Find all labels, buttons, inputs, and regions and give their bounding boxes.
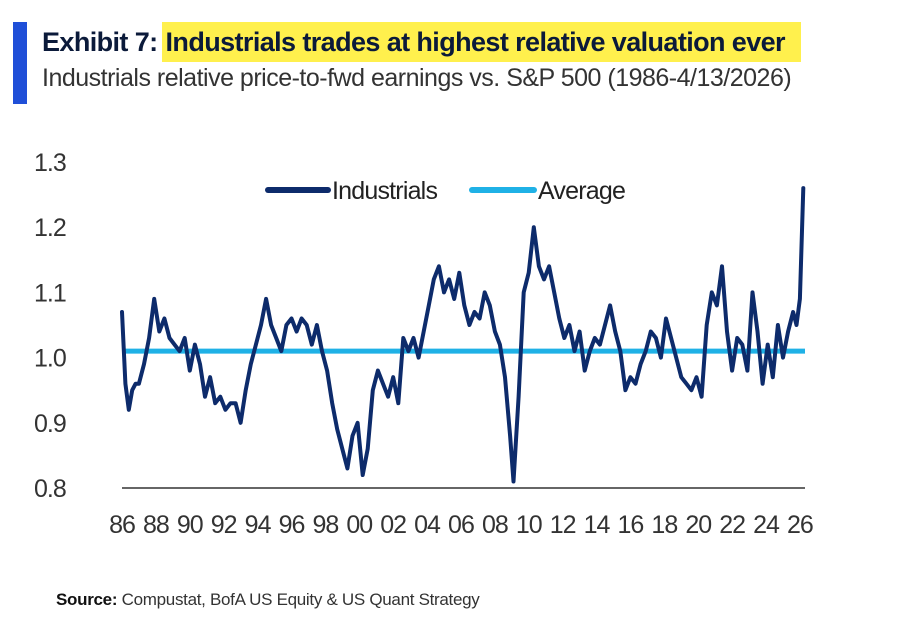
y-tick-label: 1.3 [34,149,66,177]
x-tick-label: 14 [584,511,611,539]
x-tick-label: 20 [685,511,711,539]
x-tick-label: 94 [245,511,272,539]
x-tick-label: 24 [753,511,780,539]
x-tick-label: 96 [279,511,305,539]
y-tick-label: 0.8 [34,475,66,503]
x-tick-label: 08 [482,511,508,539]
source-label: Source: [56,590,118,609]
x-tick-label: 26 [787,511,813,539]
source-note: Source: Compustat, BofA US Equity & US Q… [56,590,480,610]
source-text: Compustat, BofA US Equity & US Quant Str… [121,590,480,609]
x-tick-label: 10 [516,511,542,539]
x-tick-label: 22 [719,511,745,539]
industrials-line [120,186,806,484]
legend-label-industrials: Industrials [332,177,437,205]
x-tick-label: 16 [618,511,644,539]
x-tick-label: 18 [651,511,677,539]
exhibit-label: Exhibit 7: [42,26,158,57]
x-tick-label: 98 [312,511,338,539]
x-tick-label: 02 [380,511,406,539]
title-highlight: Industrials trades at highest relative v… [161,22,801,62]
y-tick-label: 1.1 [34,279,66,307]
y-tick-label: 0.9 [34,410,66,438]
y-tick-label: 1.0 [34,345,66,373]
x-tick-label: 86 [109,511,135,539]
x-tick-label: 92 [211,511,237,539]
exhibit-title: Exhibit 7: Industrials trades at highest… [42,22,801,62]
chart-subtitle: Industrials relative price-to-fwd earnin… [42,64,792,92]
x-tick-label: 00 [346,511,372,539]
x-tick-label: 12 [550,511,576,539]
accent-bar [13,22,27,104]
x-tick-label: 88 [143,511,169,539]
x-tick-label: 90 [177,511,203,539]
y-tick-label: 1.2 [34,214,66,242]
x-tick-label: 04 [414,511,441,539]
line-chart: 0.8 0.9 1.0 1.1 1.2 1.3 86 88 90 92 94 96 98 00 02 04 06… [34,149,814,539]
x-tick-label: 06 [448,511,474,539]
legend-label-average: Average [538,177,625,205]
